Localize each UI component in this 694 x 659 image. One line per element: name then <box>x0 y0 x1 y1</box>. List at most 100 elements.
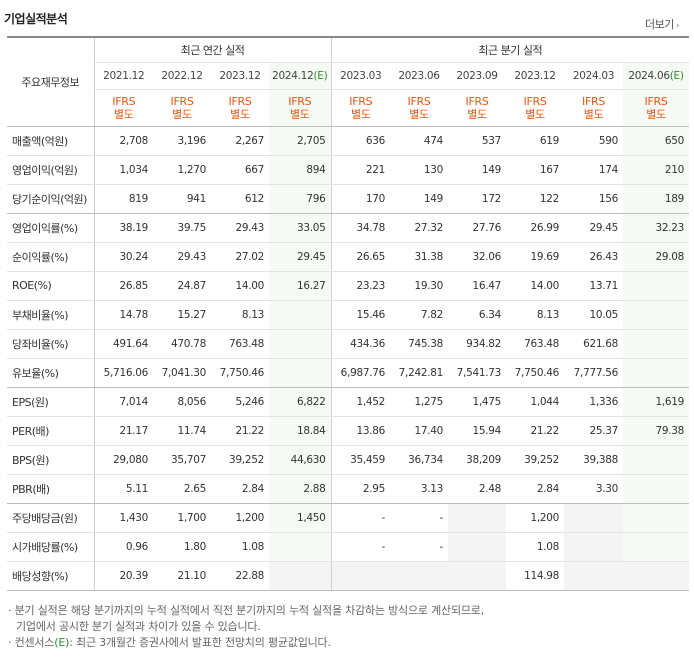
table-cell: 1.08 <box>211 532 269 562</box>
table-cell: 130 <box>390 155 449 185</box>
note-line-3-prefix: · 컨센서스 <box>8 636 55 649</box>
table-row: 영업이익률(%) 38.19 39.75 29.43 33.05 34.78 27.32 27… <box>7 213 690 243</box>
table-cell: - <box>390 503 449 533</box>
table-cell: 763.48 <box>506 329 565 359</box>
table-cell: 6,987.76 <box>330 358 391 388</box>
ifrs-line-2: 별도 <box>525 107 545 121</box>
period-date: 2022.12 <box>161 69 203 82</box>
table-cell: 167 <box>506 155 565 185</box>
table-cell: 16.47 <box>448 271 507 301</box>
table-cell: 17.40 <box>390 416 449 446</box>
table-cell: 221 <box>330 155 391 185</box>
table-cell: 894 <box>269 155 332 185</box>
ifrs-line-2: 별도 <box>646 107 666 121</box>
row-label: 부채비율(%) <box>7 300 94 330</box>
table-cell: 1,452 <box>330 387 391 417</box>
ifrs-label: IFRS 별도 <box>269 89 332 127</box>
table-cell: 25.37 <box>564 416 624 446</box>
period-header: 2023.06 <box>390 62 449 90</box>
footnotes: · 분기 실적은 해당 분기까지의 누적 실적에서 직전 분기까지의 누적 실적… <box>8 603 484 651</box>
table-cell: 7,750.46 <box>211 358 269 388</box>
table-cell: 474 <box>390 126 449 156</box>
table-cell: 14.00 <box>506 271 565 301</box>
period-header: 2023.12 <box>211 62 269 90</box>
table-cell: 667 <box>211 155 269 185</box>
chevron-right-icon: › <box>675 21 680 31</box>
table-cell: 1,275 <box>390 387 449 417</box>
table-cell: 21.10 <box>153 561 211 591</box>
table-cell: 650 <box>623 126 690 156</box>
table-cell: 8.13 <box>211 300 269 330</box>
table-cell: 13.86 <box>330 416 391 446</box>
ifrs-line-2: 별도 <box>409 107 429 121</box>
table-cell: 1,700 <box>153 503 211 533</box>
more-link[interactable]: 더보기 › <box>645 16 680 32</box>
row-label: 유보율(%) <box>7 358 94 388</box>
table-cell: 3.30 <box>564 474 624 504</box>
table-cell: 7,750.46 <box>506 358 565 388</box>
table-cell: 7,541.73 <box>448 358 507 388</box>
table-cell: 11.74 <box>153 416 211 446</box>
note-line-1: · 분기 실적은 해당 분기까지의 누적 실적에서 직전 분기까지의 누적 실적… <box>8 604 485 617</box>
table-cell: 819 <box>93 184 153 214</box>
table-cell: 34.78 <box>330 213 391 243</box>
table-cell: 29,080 <box>93 445 153 475</box>
table-cell: 590 <box>564 126 624 156</box>
table-cell <box>330 561 391 591</box>
group-quarter: 최근 분기 실적 <box>330 36 690 63</box>
table-cell: 16.27 <box>269 271 332 301</box>
table-cell: 23.23 <box>330 271 391 301</box>
group-annual: 최근 연간 실적 <box>93 36 332 63</box>
table-cell: 7.82 <box>390 300 449 330</box>
table-cell: 1,200 <box>211 503 269 533</box>
table-cell: 19.69 <box>506 242 565 272</box>
table-cell: 24.87 <box>153 271 211 301</box>
ifrs-label: IFRS 별도 <box>448 89 507 127</box>
table-cell: 26.65 <box>330 242 391 272</box>
ifrs-line-2: 별도 <box>583 107 604 121</box>
table-row: 주당배당금(원) 1,430 1,700 1,200 1,450- -1,200 <box>7 503 690 533</box>
table-cell: 26.99 <box>506 213 565 243</box>
table-cell: 38.19 <box>93 213 153 243</box>
table-cell: 2.88 <box>269 474 332 504</box>
ifrs-line-2: 별도 <box>289 107 310 121</box>
ifrs-line-1: IFRS <box>349 94 373 108</box>
ifrs-line-1: IFRS <box>170 94 194 108</box>
table-cell: 2.95 <box>330 474 391 504</box>
ifrs-label: IFRS 별도 <box>623 89 690 127</box>
table-cell: 29.45 <box>269 242 332 272</box>
table-cell: 35,707 <box>153 445 211 475</box>
table-cell: 612 <box>211 184 269 214</box>
table-cell <box>448 561 507 591</box>
ifrs-line-1: IFRS <box>644 94 668 108</box>
table-cell: 10.05 <box>564 300 624 330</box>
table-cell: 149 <box>390 184 449 214</box>
note-estimate-mark: (E) <box>54 636 70 649</box>
table-cell: - <box>330 532 391 562</box>
table-cell: 941 <box>153 184 211 214</box>
period-date: 2023.12 <box>514 69 556 82</box>
table-cell: 26.85 <box>93 271 153 301</box>
row-header-label: 주요재무정보 <box>7 36 94 127</box>
ifrs-label: IFRS 별도 <box>153 89 211 127</box>
section-title: 기업실적분석 <box>4 12 68 26</box>
row-label: 당기순이익(억원) <box>7 184 94 214</box>
table-cell <box>564 561 624 591</box>
row-label: 주당배당금(원) <box>7 503 94 533</box>
table-cell: 5,716.06 <box>93 358 153 388</box>
ifrs-line-2: 별도 <box>113 107 134 121</box>
ifrs-line-1: IFRS <box>112 94 136 108</box>
note-line-2: 기업에서 공시한 분기 실적과 차이가 있을 수 있습니다. <box>16 620 261 633</box>
table-cell: 21.17 <box>93 416 153 446</box>
ifrs-line-2: 별도 <box>172 107 192 121</box>
table-cell: 2.84 <box>506 474 565 504</box>
table-cell: 1,430 <box>93 503 153 533</box>
table-cell <box>390 561 449 591</box>
table-cell: 636 <box>330 126 391 156</box>
row-label: ROE(%) <box>7 271 94 301</box>
period-date: 2023.09 <box>456 69 498 82</box>
table-cell: 621.68 <box>564 329 624 359</box>
table-cell <box>623 532 690 562</box>
section-header: 기업실적분석 더보기 › <box>0 0 694 36</box>
table-cell: 7,014 <box>93 387 153 417</box>
